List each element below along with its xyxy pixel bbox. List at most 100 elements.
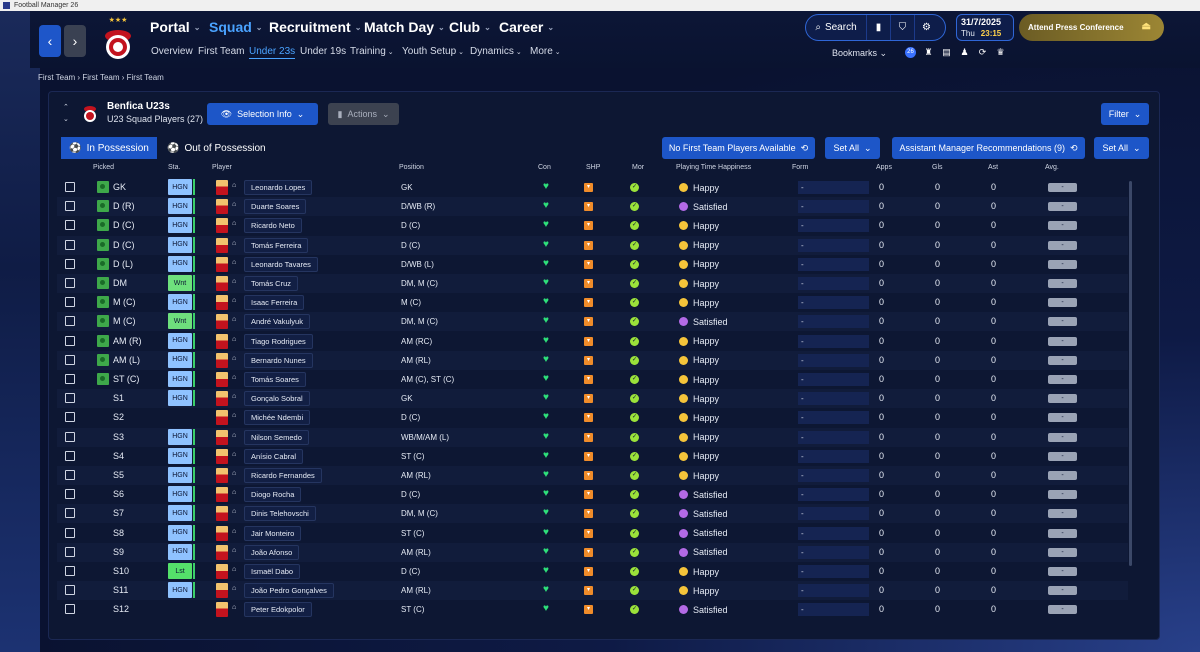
subnav-youth-setup[interactable]: Youth Setup ⌄ — [402, 46, 464, 57]
player-name[interactable]: Isaac Ferreira — [244, 295, 305, 311]
pick-checkbox[interactable] — [65, 470, 75, 480]
column-header-sta[interactable]: Sta. — [168, 164, 181, 171]
column-header-avg[interactable]: Avg. — [1045, 164, 1059, 171]
pick-checkbox[interactable] — [65, 546, 75, 557]
player-name[interactable]: Dinis Telehovschi — [244, 506, 316, 522]
pick-checkbox[interactable] — [65, 450, 75, 461]
player-name[interactable]: Gonçalo Sobral — [244, 391, 310, 407]
player-name[interactable]: Leonardo Tavares — [244, 256, 318, 272]
player-name[interactable]: João Pedro Gonçalves — [244, 583, 334, 599]
pick-checkbox[interactable] — [65, 374, 75, 384]
nav-recruitment[interactable]: Recruitment ⌄ — [269, 17, 361, 37]
column-header-form[interactable]: Form — [792, 164, 809, 171]
picked-slot[interactable]: S4 — [113, 450, 125, 461]
pick-checkbox[interactable] — [65, 316, 75, 327]
pick-checkbox[interactable] — [65, 335, 75, 346]
column-header-picked[interactable]: Picked — [93, 164, 115, 171]
club-crest-icon[interactable]: ★★★ — [100, 14, 136, 64]
pick-checkbox[interactable] — [65, 431, 75, 442]
column-header-mor[interactable]: Mor — [632, 164, 645, 171]
player-name[interactable]: Tomás Ferreira — [244, 237, 309, 253]
subnav-overview[interactable]: Overview — [151, 46, 193, 57]
subnav-dynamics[interactable]: Dynamics ⌄ — [470, 46, 522, 57]
table-row[interactable]: D (L) HGN ⌂ Leonardo Tavares D/WB (L) ♥ ▾ ✓ Happ… — [57, 255, 1128, 274]
actions-button[interactable]: ▮ Actions ⌄ — [328, 103, 399, 125]
table-row[interactable]: DM Wnt ⌂ Tomás Cruz DM, M (C) ♥ ▾ ✓ Happy -0 0 0- — [57, 274, 1128, 293]
player-name[interactable]: João Afonso — [244, 544, 300, 560]
picked-slot[interactable]: D (L) — [113, 258, 133, 269]
subnav-under-23s[interactable]: Under 23s — [249, 46, 296, 59]
picked-slot[interactable]: S11 — [113, 585, 129, 596]
column-header-con[interactable]: Con — [538, 164, 551, 171]
search-button[interactable]: ⌕ Search — [806, 15, 866, 40]
column-header-player[interactable]: Player — [212, 164, 232, 171]
date-display[interactable]: 31/7/2025 Thu 23:15 — [956, 14, 1014, 41]
pick-checkbox[interactable] — [65, 201, 75, 212]
table-row[interactable]: S9 HGN ⌂ João Afonso AM (RL) ♥ ▾ ✓ Satisfied -0 0 0… — [57, 542, 1128, 562]
bookmarks-menu[interactable]: Bookmarks ⌄ — [832, 48, 887, 59]
pick-checkbox[interactable] — [65, 182, 75, 192]
picked-slot[interactable]: S8 — [113, 527, 125, 538]
table-row[interactable]: S5 HGN ⌂ Ricardo Fernandes AM (RL) ♥ ▾ ✓ Happy -0… — [57, 466, 1128, 485]
subnav-first-team[interactable]: First Team — [198, 46, 245, 57]
player-name[interactable]: André Vakulyuk — [244, 314, 310, 330]
table-row[interactable]: ST (C) HGN ⌂ Tomás Soares AM (C), ST (C) ♥ ▾ ✓ H… — [57, 370, 1128, 389]
tactics-icon[interactable]: ▤ — [942, 47, 951, 57]
settings-button[interactable]: ⚙ — [914, 15, 938, 40]
picked-slot[interactable]: D (R) — [113, 201, 135, 212]
subnav-more[interactable]: More ⌄ — [530, 46, 561, 57]
pick-checkbox[interactable] — [65, 278, 75, 288]
player-name[interactable]: Tomás Cruz — [244, 276, 299, 291]
table-row[interactable]: S1 HGN ⌂ Gonçalo Sobral GK ♥ ▾ ✓ Happy -0 0 0- — [57, 389, 1128, 409]
table-row[interactable]: D (R) HGN ⌂ Duarte Soares D/WB (R) ♥ ▾ ✓ Satisfi… — [57, 197, 1128, 217]
player-name[interactable]: Ricardo Fernandes — [244, 468, 322, 483]
picked-slot[interactable]: S10 — [113, 566, 130, 576]
nav-match-day[interactable]: Match Day ⌄ — [364, 17, 445, 37]
pick-checkbox[interactable] — [65, 354, 75, 365]
picked-slot[interactable]: S3 — [113, 431, 125, 442]
forward-button[interactable]: › — [64, 25, 86, 57]
table-row[interactable]: S12 ⌂ Peter Edokpolor ST (C) ♥ ▾ ✓ Satisfied -0 0… — [57, 600, 1128, 619]
table-row[interactable]: AM (R) HGN ⌂ Tiago Rodrigues AM (RC) ♥ ▾ ✓ Happy… — [57, 332, 1128, 351]
table-row[interactable]: S3 HGN ⌂ Nilson Semedo WB/M/AM (L) ♥ ▾ ✓ Happy -0… — [57, 427, 1128, 447]
picked-slot[interactable]: AM (L) — [113, 354, 140, 365]
refresh-icon[interactable]: ⟳ — [978, 47, 987, 57]
table-scrollbar[interactable] — [1129, 181, 1132, 566]
picked-slot[interactable]: S1 — [113, 393, 125, 404]
pick-checkbox[interactable] — [65, 239, 75, 250]
nav-portal[interactable]: Portal ⌄ — [150, 17, 200, 37]
set-all-button-2[interactable]: Set All ⌄ — [1094, 137, 1149, 159]
column-header-apps[interactable]: Apps — [876, 164, 892, 171]
team-icon[interactable]: ♟ — [960, 47, 969, 57]
player-name[interactable]: Ricardo Neto — [244, 218, 302, 234]
breadcrumb-item[interactable]: First Team — [82, 73, 120, 82]
table-row[interactable]: D (C) HGN ⌂ Tomás Ferreira D (C) ♥ ▾ ✓ Happy -0 0 0… — [57, 235, 1128, 255]
picked-slot[interactable]: S12 — [113, 604, 130, 615]
club-crest-button[interactable]: ⛉ — [890, 15, 914, 40]
picked-slot[interactable]: AM (R) — [113, 335, 142, 346]
player-name[interactable]: Diogo Rocha — [244, 487, 302, 503]
player-name[interactable]: Jair Monteiro — [244, 525, 302, 541]
picked-slot[interactable]: S7 — [113, 508, 125, 519]
column-header-position[interactable]: Position — [399, 164, 424, 171]
pick-checkbox[interactable] — [65, 585, 75, 596]
pick-checkbox[interactable] — [65, 220, 75, 231]
table-row[interactable]: S11 HGN ⌂ João Pedro Gonçalves AM (RL) ♥ ▾ ✓ Hap… — [57, 581, 1128, 601]
no-first-team-button[interactable]: No First Team Players Available ⟲ — [662, 137, 815, 159]
pick-checkbox[interactable] — [65, 258, 75, 269]
breadcrumb-item[interactable]: First Team — [38, 73, 76, 82]
picked-slot[interactable]: M (C) — [113, 316, 136, 327]
picked-slot[interactable]: D (C) — [113, 220, 135, 231]
back-button[interactable]: ‹ — [39, 25, 61, 57]
breadcrumb-item[interactable]: First Team — [126, 73, 164, 82]
table-row[interactable]: AM (L) HGN ⌂ Bernardo Nunes AM (RL) ♥ ▾ ✓ Happy -… — [57, 350, 1128, 370]
pick-checkbox[interactable] — [65, 297, 75, 308]
table-row[interactable]: S2 ⌂ Michée Ndembi D (C) ♥ ▾ ✓ Happy -0 0 0- — [57, 408, 1128, 427]
picked-slot[interactable]: S5 — [113, 470, 125, 480]
player-name[interactable]: Duarte Soares — [244, 199, 307, 215]
attend-press-conference-button[interactable]: Attend Press Conference ⏏ — [1019, 14, 1164, 41]
table-row[interactable]: S7 HGN ⌂ Dinis Telehovschi DM, M (C) ♥ ▾ ✓ Satis… — [57, 504, 1128, 524]
inbox-badge-icon[interactable]: 26 — [905, 47, 916, 58]
assistant-recommendations-button[interactable]: Assistant Manager Recommendations (9) ⟲ — [892, 137, 1085, 159]
player-name[interactable]: Tomás Soares — [244, 372, 306, 387]
